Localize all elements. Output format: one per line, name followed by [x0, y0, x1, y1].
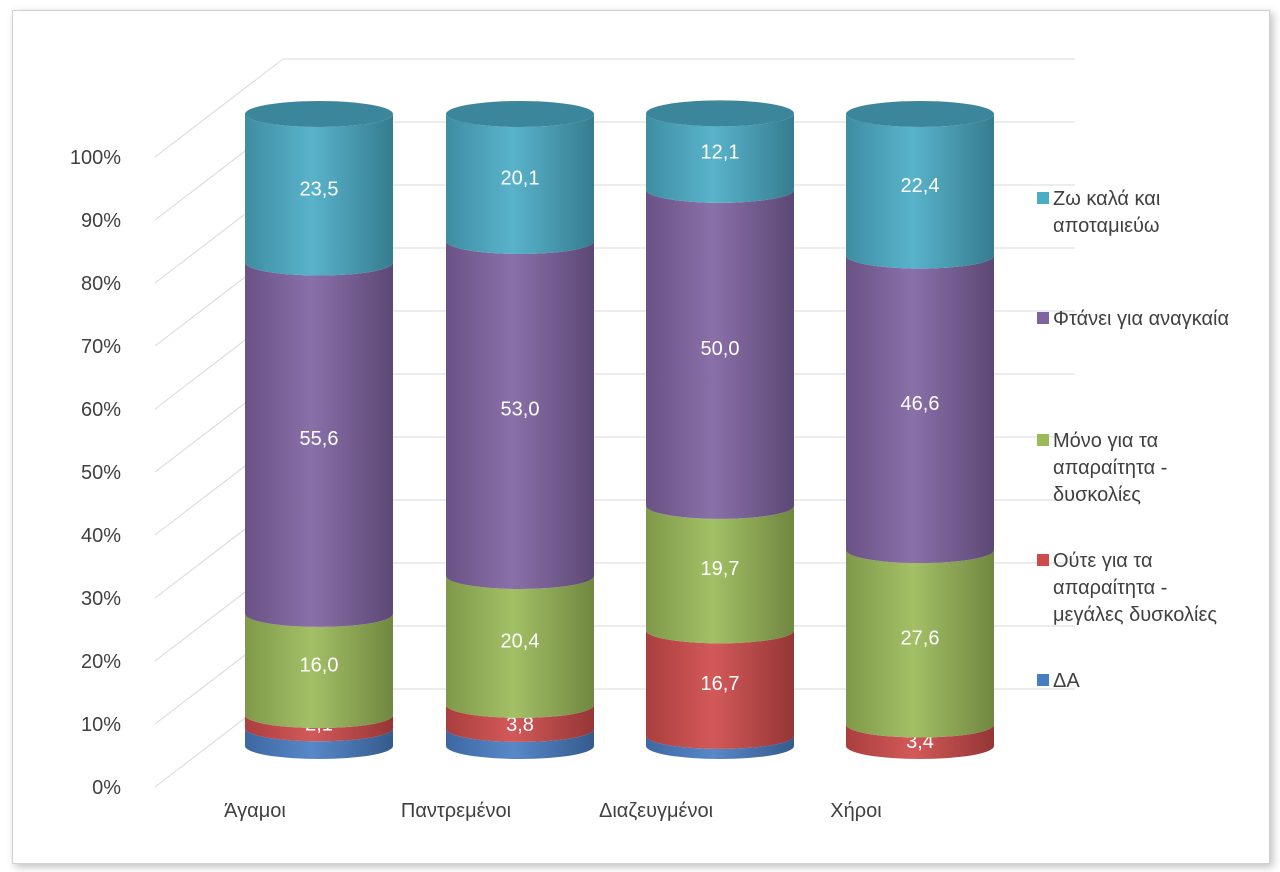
x-axis: Άγαμοι Παντρεμένοι Διαζευγμένοι Χήροι [224, 800, 882, 822]
y-tick-label: 30% [81, 588, 121, 610]
legend-item: Φτάνει για αναγκαία [1037, 308, 1229, 330]
bar-segment [446, 575, 594, 718]
y-tick-label: 50% [81, 462, 121, 484]
stacked-cylinder-chart: 0%10%20%30%40%50%60%70%80%90%100% 2,116,… [70, 58, 1229, 822]
bar-segment [245, 728, 393, 759]
x-tick-label: Διαζευγμένοι [599, 800, 713, 822]
legend-label: αποταμιεύω [1053, 215, 1160, 237]
data-label: 23,5 [300, 178, 339, 200]
data-label: 27,6 [901, 627, 940, 649]
data-label: 20,1 [501, 168, 540, 190]
bar-segment [446, 704, 594, 742]
data-label: 12,1 [701, 142, 740, 164]
bar-segment [846, 550, 994, 738]
data-label: 20,4 [501, 630, 540, 652]
data-label: 16,0 [300, 654, 339, 676]
legend-label: Μόνο για τα [1053, 430, 1158, 452]
data-label: 16,7 [701, 673, 740, 695]
bar-segment [446, 241, 594, 589]
y-tick-label: 60% [81, 399, 121, 421]
legend-swatch [1037, 434, 1049, 446]
legend-label: Φτάνει για αναγκαία [1053, 308, 1229, 330]
data-label: 50,0 [701, 338, 740, 360]
legend-swatch [1037, 192, 1049, 204]
bar-segment [646, 113, 794, 203]
y-tick-label: 100% [70, 147, 121, 169]
y-tick-label: 70% [81, 336, 121, 358]
bar-top-cap [446, 101, 594, 127]
bar-segment [846, 724, 994, 759]
y-tick-label: 90% [81, 210, 121, 232]
data-label: 46,6 [901, 393, 940, 415]
data-label: 55,6 [300, 428, 339, 450]
legend-item: Ούτε για τα απαραίτητα - μεγάλες δυσκολίες [1037, 550, 1217, 626]
bar-segment [446, 728, 594, 759]
data-label: 53,0 [501, 399, 540, 421]
legend-label: Ούτε για τα [1053, 550, 1153, 572]
legend-swatch [1037, 312, 1049, 324]
bar-segment [245, 613, 393, 729]
bar-3: 16,7 19,7 50,0 12,1 [646, 100, 794, 759]
legend-swatch [1037, 554, 1049, 566]
bar-2: 3,8 20,4 53,0 20,1 [446, 101, 594, 759]
legend-item: Μόνο για τα απαραίτητα - δυσκολίες [1037, 430, 1167, 506]
y-axis: 0% 10% 20% 30% 40% 50% 60% 70% 80% 90% 100% [70, 147, 121, 799]
data-label: 19,7 [701, 558, 740, 580]
legend-swatch [1037, 674, 1049, 686]
bar-segment [646, 630, 794, 749]
bar-segment [846, 114, 994, 269]
bar-4: 3,427,646,622,4 [846, 101, 994, 759]
bar-segment [846, 255, 994, 564]
legend-label: απαραίτητα - [1053, 457, 1167, 479]
bars: 2,116,055,623,53,820,453,020,116,719,750… [245, 100, 994, 759]
x-tick-label: Παντρεμένοι [401, 800, 511, 822]
bar-segment [646, 189, 794, 519]
x-tick-label: Χήροι [830, 800, 881, 822]
legend-item: Ζω καλά και αποταμιεύω [1037, 188, 1160, 237]
bar-top-cap [245, 101, 393, 127]
legend-label: δυσκολίες [1053, 484, 1141, 506]
legend-label: Ζω καλά και [1053, 188, 1160, 210]
chart-frame: 0%10%20%30%40%50%60%70%80%90%100% 2,116,… [12, 10, 1270, 864]
gridline-diagonal [154, 58, 284, 158]
legend-label: ΔΑ [1053, 670, 1080, 692]
data-label: 3,8 [506, 714, 534, 736]
bar-segment [245, 262, 393, 627]
y-tick-label: 20% [81, 651, 121, 673]
x-tick-label: Άγαμοι [224, 800, 286, 822]
legend-label: μεγάλες δυσκολίες [1053, 604, 1217, 626]
data-label: 22,4 [901, 175, 940, 197]
y-tick-label: 10% [81, 714, 121, 736]
bar-top-cap [846, 101, 994, 127]
legend-label: απαραίτητα - [1053, 577, 1167, 599]
bar-segment [245, 114, 393, 276]
y-tick-label: 40% [81, 525, 121, 547]
bar-segment [646, 505, 794, 644]
y-tick-label: 80% [81, 273, 121, 295]
y-tick-label: 0% [92, 777, 121, 799]
legend-item: ΔΑ [1037, 670, 1080, 692]
bar-1: 2,116,055,623,5 [245, 101, 393, 759]
legend: Ζω καλά και αποταμιεύω Φτάνει για αναγκαία… [1037, 188, 1229, 692]
bar-segment [245, 715, 393, 742]
bar-segment [646, 735, 794, 759]
bar-top-cap [646, 100, 794, 127]
bar-segment [446, 114, 594, 255]
